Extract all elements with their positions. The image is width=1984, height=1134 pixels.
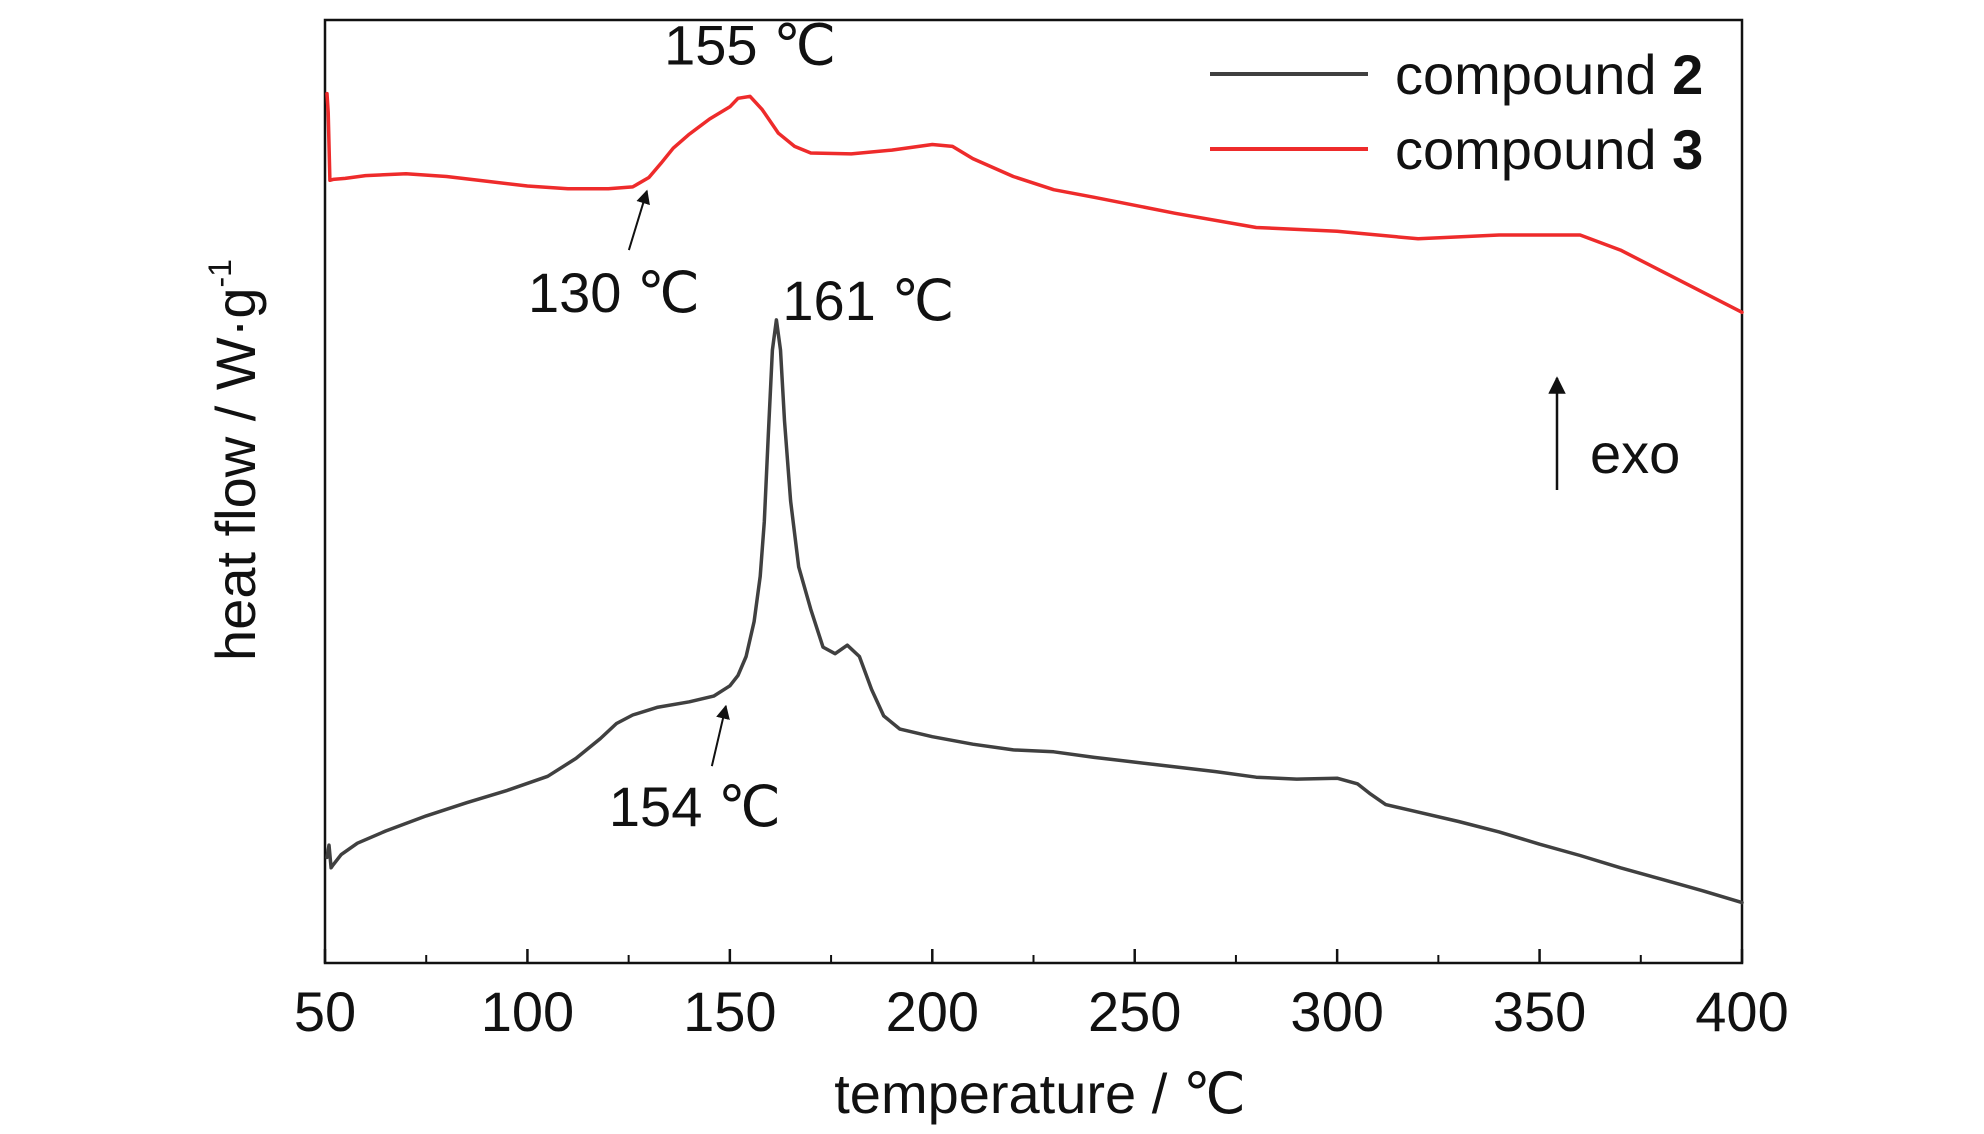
x-axis-ticks: 50 100 150 200 250 300 350 400 [294,949,1789,1043]
x-tick-label: 150 [683,980,776,1043]
legend-label-compound-3: compound 3 [1395,118,1703,181]
series-line-compound-2 [325,318,1744,905]
x-tick-label: 350 [1493,980,1586,1043]
y-axis-title-exponent: -1 [202,259,238,287]
legend-label-compound-3-bold: 3 [1672,118,1703,181]
annotation-label: 155 ℃ [664,13,836,76]
exo-label: exo [1590,422,1680,485]
exo-indicator: exo [1548,376,1680,490]
legend-label-compound-2-prefix: compound [1395,43,1672,106]
y-axis-title-main: heat flow / W·g [204,287,267,660]
legend-label-compound-2: compound 2 [1395,43,1703,106]
legend-label-compound-3-prefix: compound [1395,118,1672,181]
x-tick-label: 100 [481,980,574,1043]
series-line-compound-3 [325,91,1744,315]
x-tick-label: 50 [294,980,356,1043]
annotation-layer: 155 ℃ 130 ℃ 161 ℃ 154 ℃ [528,13,954,838]
x-tick-label: 400 [1695,980,1788,1043]
x-tick-label: 300 [1290,980,1383,1043]
x-axis-title: temperature / ℃ [834,1062,1246,1125]
x-tick-label: 200 [886,980,979,1043]
series-layer [325,91,1744,905]
annotation-label: 161 ℃ [782,269,954,332]
legend: compound 2 compound 3 [1210,43,1703,181]
annotation-label: 154 ℃ [609,775,781,838]
legend-label-compound-2-bold: 2 [1672,43,1703,106]
annotation-arrow [627,189,650,251]
y-axis-title: heat flow / W·g-1 [202,259,267,661]
x-tick-label: 250 [1088,980,1181,1043]
annotation-arrow [710,704,730,767]
annotation-label: 130 ℃ [528,261,700,324]
